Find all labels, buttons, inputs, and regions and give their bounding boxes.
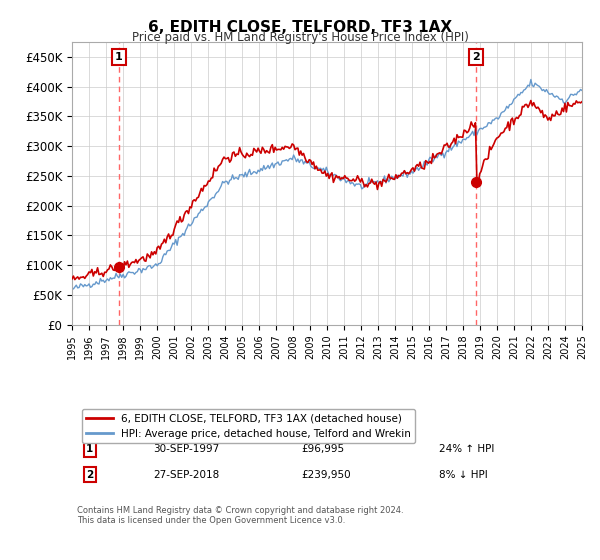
Legend: 6, EDITH CLOSE, TELFORD, TF3 1AX (detached house), HPI: Average price, detached : 6, EDITH CLOSE, TELFORD, TF3 1AX (detach… [82, 409, 415, 443]
Text: 24% ↑ HPI: 24% ↑ HPI [439, 444, 494, 454]
Text: Contains HM Land Registry data © Crown copyright and database right 2024.
This d: Contains HM Land Registry data © Crown c… [77, 506, 404, 525]
Text: £96,995: £96,995 [302, 444, 344, 454]
Text: 1: 1 [86, 444, 94, 454]
Text: 27-SEP-2018: 27-SEP-2018 [154, 470, 220, 480]
Text: 2: 2 [472, 52, 479, 62]
Text: 8% ↓ HPI: 8% ↓ HPI [439, 470, 488, 480]
Text: £239,950: £239,950 [302, 470, 351, 480]
Text: 30-SEP-1997: 30-SEP-1997 [154, 444, 220, 454]
Text: 1: 1 [115, 52, 122, 62]
Text: Price paid vs. HM Land Registry's House Price Index (HPI): Price paid vs. HM Land Registry's House … [131, 31, 469, 44]
Text: 6, EDITH CLOSE, TELFORD, TF3 1AX: 6, EDITH CLOSE, TELFORD, TF3 1AX [148, 20, 452, 35]
Text: 2: 2 [86, 470, 94, 480]
